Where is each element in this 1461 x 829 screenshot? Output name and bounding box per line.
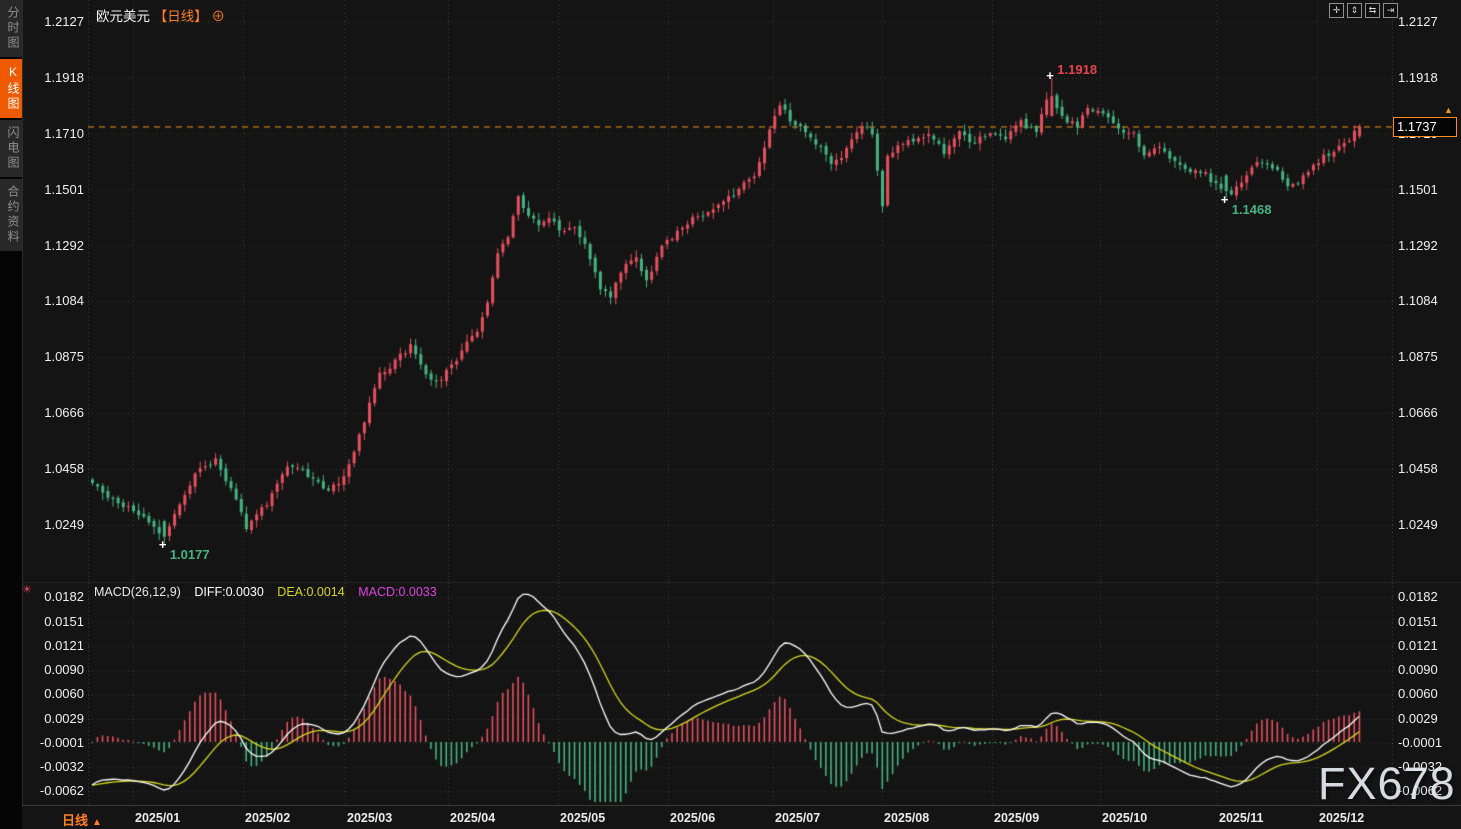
current-price-tag: 1.1737 [1393, 117, 1457, 138]
price-tick-label: 1.1292 [44, 237, 84, 253]
date-label: 2025/12 [1319, 811, 1365, 825]
sidebar-tab-lightning-chart[interactable]: 闪电图 [0, 120, 22, 177]
sidebar-tab-time-chart[interactable]: 分时图 [0, 0, 22, 57]
indicator-settings-icon[interactable]: ☀ [22, 584, 32, 596]
zoom-horizontal-icon[interactable]: ⇆ [1365, 3, 1380, 18]
macd-tick-label: 0.0151 [1398, 613, 1438, 629]
main-candlestick-canvas[interactable] [88, 0, 1393, 583]
date-label: 2025/10 [1102, 811, 1148, 825]
price-tick-label: 1.1918 [44, 69, 84, 85]
date-label: 2025/04 [450, 811, 496, 825]
extreme-cross-marker: + [1220, 191, 1229, 207]
macd-indicator-canvas[interactable] [88, 583, 1393, 805]
price-tick-label: 1.1918 [1398, 69, 1438, 85]
macd-tick-label: 0.0151 [44, 613, 84, 629]
sidebar-tab-candle-chart[interactable]: K线图 [0, 59, 22, 118]
price-tick-label: 1.1501 [44, 181, 84, 197]
price-tick-label: 1.1084 [44, 293, 84, 309]
macd-tick-label: -0.0001 [39, 734, 84, 750]
symbol-name: 欧元美元 [96, 9, 150, 24]
extreme-price-label: 1.0177 [169, 547, 210, 563]
price-tick-label: 1.0666 [1398, 405, 1438, 421]
macd-tick-label: -0.0032 [39, 759, 84, 775]
macd-dea-value: DEA:0.0014 [277, 585, 345, 599]
macd-tick-label: -0.0062 [39, 783, 84, 799]
date-label: 2025/06 [670, 811, 716, 825]
chart-title: 欧元美元 【日线】 ⊕ [96, 5, 225, 25]
macd-tick-label: -0.0062 [1398, 783, 1443, 799]
macd-tick-label: 0.0121 [44, 637, 84, 653]
extreme-cross-marker: + [158, 537, 167, 553]
price-tick-label: 1.0249 [44, 517, 84, 532]
price-tick-label: 1.0458 [44, 461, 84, 477]
price-tick-label: 1.0458 [1398, 461, 1438, 477]
circle-plus-icon[interactable]: ⊕ [211, 9, 226, 24]
macd-tick-label: 0.0090 [1398, 662, 1438, 678]
date-label: 2025/07 [775, 811, 821, 825]
price-tick-label: 1.2127 [44, 14, 84, 29]
macd-tick-label: 0.0182 [44, 589, 84, 605]
macd-tick-label: 0.0090 [44, 662, 84, 678]
pan-tool-icon[interactable]: ✛ [1329, 3, 1344, 18]
date-axis-bar [22, 805, 1461, 829]
macd-tick-label: 0.0060 [1398, 686, 1438, 702]
macd-tick-label: 0.0060 [44, 686, 84, 702]
price-tick-label: 1.2127 [1398, 14, 1438, 29]
date-label: 2025/01 [135, 811, 181, 825]
price-tick-label: 1.0875 [44, 349, 84, 365]
price-tick-label: 1.0249 [1398, 517, 1438, 532]
sidebar-tab-contract-info[interactable]: 合约资料 [0, 179, 22, 251]
price-tick-label: 1.0875 [1398, 349, 1438, 365]
macd-diff-value: DIFF:0.0030 [194, 585, 264, 599]
price-tick-label: 1.1501 [1398, 181, 1438, 197]
date-label: 2025/02 [245, 811, 291, 825]
extreme-cross-marker: + [1046, 67, 1054, 83]
macd-params-label: MACD(26,12,9) [94, 585, 181, 599]
price-tick-label: 1.1084 [1398, 293, 1438, 309]
date-label: 2025/11 [1219, 811, 1264, 825]
date-label: 2025/08 [884, 811, 930, 825]
scroll-to-latest-icon[interactable]: ⇥ [1383, 3, 1398, 18]
pane-divider [22, 582, 1461, 583]
date-label: 2025/05 [560, 811, 606, 825]
extreme-price-label: 1.1918 [1057, 61, 1098, 77]
price-tick-label: 1.0666 [44, 405, 84, 421]
price-tag-arrow-icon[interactable]: ▲ [1444, 105, 1453, 116]
fx678-watermark: FX678 [1318, 758, 1456, 809]
macd-header: MACD(26,12,9) DIFF:0.0030 DEA:0.0014 MAC… [94, 585, 447, 599]
left-sidebar: 分时图 K线图 闪电图 合约资料 [0, 0, 23, 829]
zoom-vertical-icon[interactable]: ⇕ [1347, 3, 1362, 18]
extreme-price-label: 1.1468 [1231, 201, 1272, 217]
macd-tick-label: -0.0032 [1398, 759, 1443, 775]
macd-tick-label: 0.0029 [1398, 710, 1438, 726]
price-tick-label: 1.1710 [44, 125, 84, 141]
date-label: 2025/03 [347, 811, 393, 825]
price-tick-label: 1.1292 [1398, 237, 1438, 253]
macd-tick-label: 0.0121 [1398, 637, 1438, 653]
up-triangle-icon: ▲ [92, 817, 102, 828]
period-selector[interactable]: 日线 ▲ [62, 810, 102, 829]
period-selector-label: 日线 [62, 813, 89, 828]
macd-tick-label: 0.0182 [1398, 589, 1438, 605]
macd-macd-value: MACD:0.0033 [358, 585, 437, 599]
period-tag: 【日线】 [153, 9, 208, 24]
date-label: 2025/09 [994, 811, 1040, 825]
macd-tick-label: -0.0001 [1398, 734, 1443, 750]
macd-tick-label: 0.0029 [44, 710, 84, 726]
chart-toolbar: ✛ ⇕ ⇆ ⇥ [1329, 3, 1398, 18]
